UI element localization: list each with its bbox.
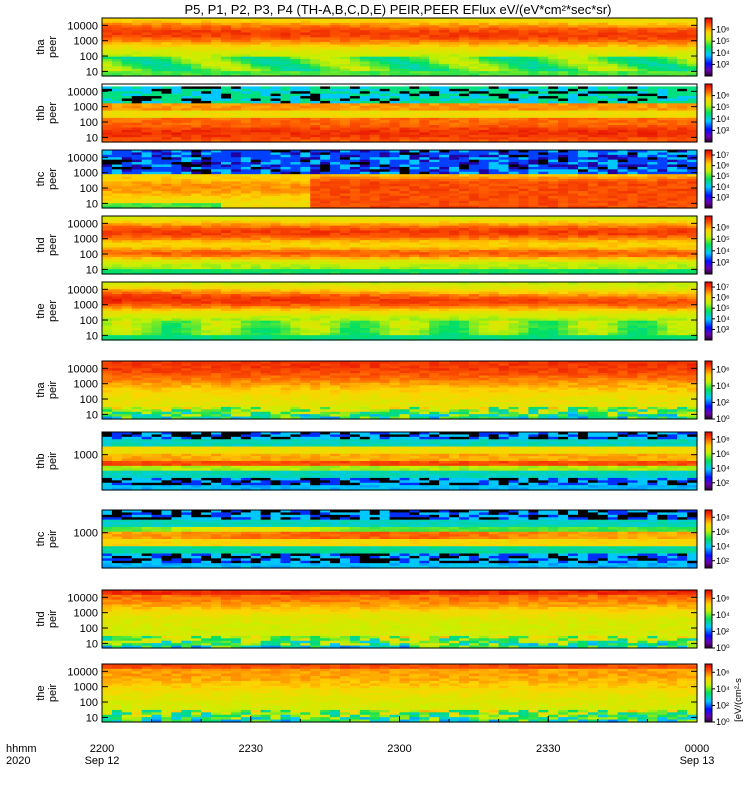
panel-label-product: peer <box>47 102 59 124</box>
spectrogram-cells <box>102 216 698 275</box>
colorbar <box>705 18 712 76</box>
y-tick-label: 1000 <box>74 36 98 48</box>
panel-label-product: peer <box>47 36 59 58</box>
y-tick-label: 10000 <box>67 20 98 32</box>
colorbar-tick-label: 10⁵ <box>716 36 730 46</box>
panel-label-probe: thc <box>35 171 47 186</box>
colorbar-tick-label: 10⁶ <box>716 161 730 171</box>
y-tick-label: 10000 <box>67 152 98 164</box>
colorbar-tick-label: 10⁶ <box>716 91 730 101</box>
colorbar-tick-label: 10⁶ <box>716 25 730 35</box>
y-tick-label: 100 <box>80 183 98 195</box>
colorbar <box>705 84 712 142</box>
spectrogram-cells <box>102 150 698 209</box>
y-tick-label: 100 <box>80 117 98 129</box>
colorbar <box>705 150 712 208</box>
spectrogram-cells <box>102 18 698 77</box>
y-tick-label: 1000 <box>74 168 98 180</box>
colorbar-tick-label: 10⁷ <box>716 150 729 160</box>
y-tick-label: 1000 <box>74 102 98 114</box>
colorbar-tick-label: 10³ <box>716 192 729 202</box>
y-tick-label: 100 <box>80 51 98 63</box>
colorbar-tick-label: 10⁴ <box>716 182 730 192</box>
y-tick-label: 10 <box>86 132 98 144</box>
y-tick-label: 10 <box>86 66 98 78</box>
y-tick-label: 10000 <box>67 86 98 98</box>
colorbar-tick-label: 10⁴ <box>716 48 730 58</box>
panel-label-product: peer <box>47 168 59 190</box>
y-tick-label: 10 <box>86 198 98 210</box>
spectrogram-cells <box>102 84 698 143</box>
colorbar-tick-label: 10³ <box>716 125 729 135</box>
colorbar-tick-label: 10⁵ <box>716 171 730 181</box>
panel-label-probe: thb <box>35 105 47 120</box>
colorbar-tick-label: 10⁵ <box>716 102 730 112</box>
panel-label-probe: tha <box>35 38 47 54</box>
colorbar-tick-label: 10⁴ <box>716 114 730 124</box>
chart-title: P5, P1, P2, P3, P4 (TH-A,B,C,D,E) PEIR,P… <box>185 2 612 17</box>
colorbar-tick-label: 10³ <box>716 59 729 69</box>
